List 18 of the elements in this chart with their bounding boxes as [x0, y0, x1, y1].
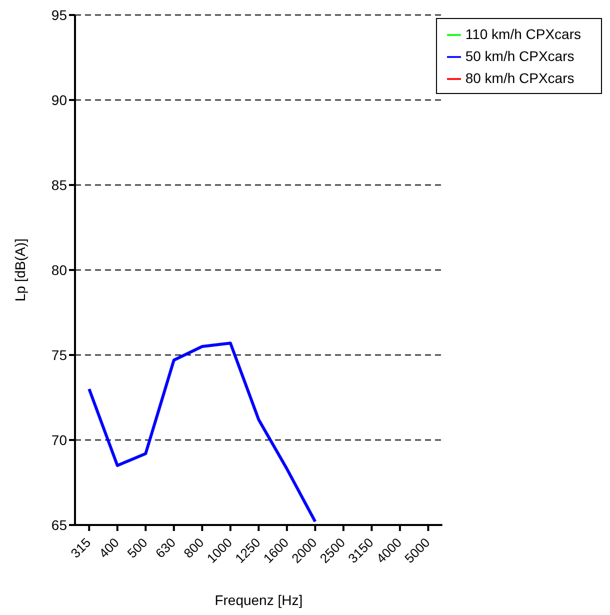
legend-label: 50 km/h CPXcars [465, 48, 574, 64]
y-tick-label: 65 [51, 516, 68, 533]
y-axis-title: Lp [dB(A)] [12, 238, 28, 302]
y-tick-label: 75 [51, 346, 68, 363]
legend-label: 80 km/h CPXcars [465, 70, 574, 86]
legend-label: 110 km/h CPXcars [465, 26, 581, 42]
x-axis-title: Frequenz [Hz] [214, 592, 303, 608]
x-tick-label: 630 [152, 534, 178, 561]
x-tick-label: 400 [96, 534, 122, 561]
y-tick-label: 95 [51, 6, 68, 23]
x-tick-label: 315 [68, 534, 94, 561]
line-series [88, 342, 317, 524]
x-tick-label: 500 [124, 534, 150, 561]
y-tick-label: 90 [51, 92, 68, 108]
y-tick-label: 85 [51, 176, 68, 193]
y-tick-label: 70 [51, 432, 68, 448]
y-tick-label: 80 [51, 262, 68, 278]
x-tick-label: 800 [180, 534, 207, 561]
